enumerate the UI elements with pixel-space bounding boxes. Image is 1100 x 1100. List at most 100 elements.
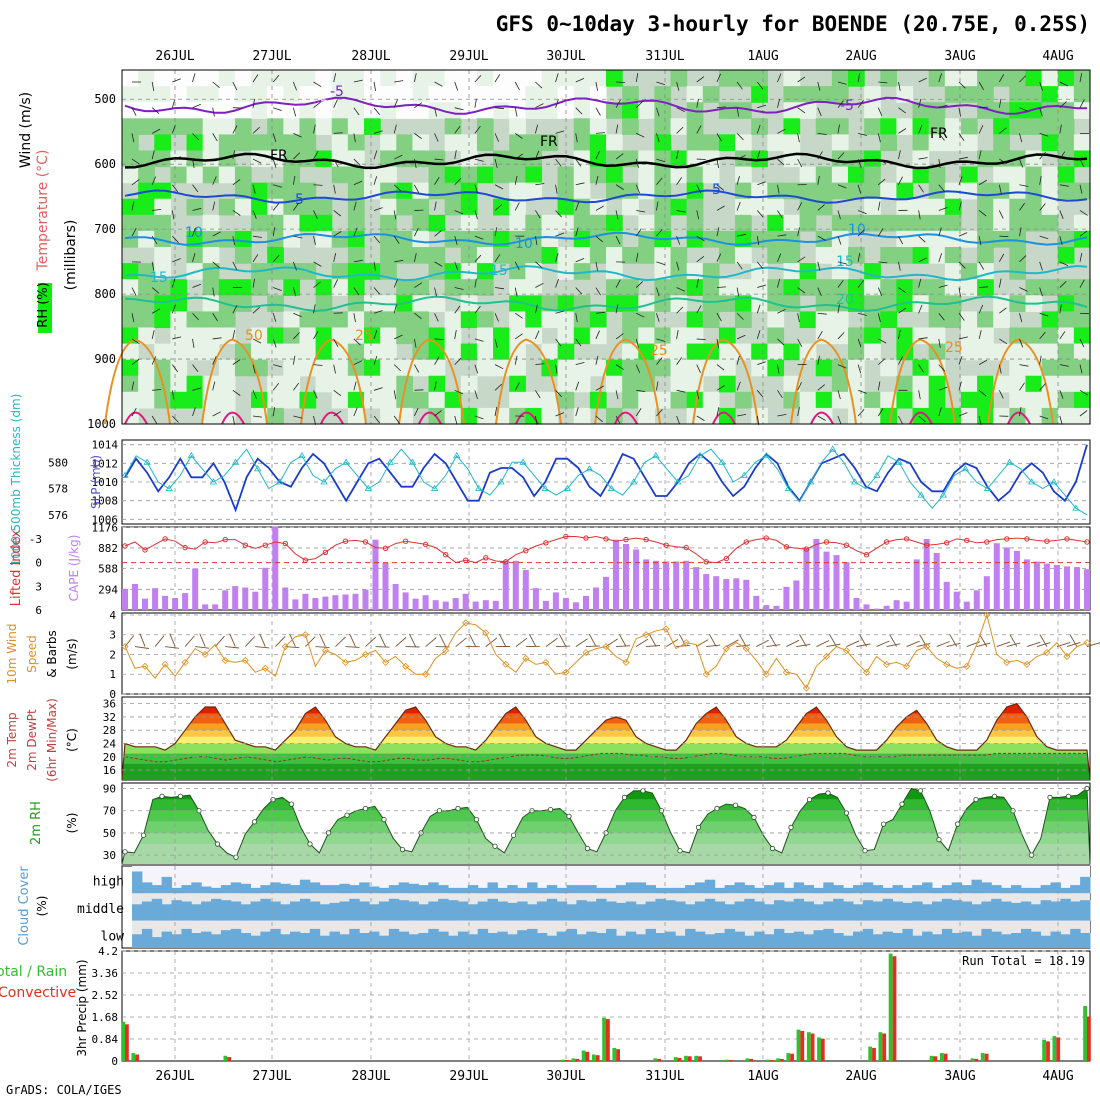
rh-cell	[509, 118, 526, 135]
wind-barb	[313, 330, 319, 340]
rh-cell	[251, 134, 268, 152]
rh-cell	[331, 327, 349, 345]
cape-bar	[242, 587, 249, 610]
rh-cell	[622, 279, 639, 296]
cloud-cell	[793, 931, 805, 948]
cloud-cell	[853, 904, 864, 921]
rh2m-point	[381, 816, 387, 823]
wind-barb	[434, 313, 439, 322]
wind-barb	[978, 304, 984, 314]
rh-cell	[606, 150, 623, 168]
rh-cell	[735, 70, 752, 87]
wind-barb	[545, 638, 558, 647]
wind-barb	[171, 304, 176, 314]
rh-cell	[283, 343, 301, 361]
rh-cell	[299, 311, 317, 329]
wind-barb	[434, 381, 437, 391]
precip-tick: 0	[111, 1055, 118, 1068]
cloud-cell	[902, 902, 913, 921]
cloud-cell	[319, 935, 330, 948]
rh-cell	[1073, 375, 1091, 393]
rh-cell	[960, 134, 978, 152]
wind-barb	[756, 304, 761, 314]
cloud-cell	[793, 898, 805, 921]
rh-cell	[589, 327, 607, 345]
warm-contour	[987, 338, 1054, 425]
rh-cell	[1057, 279, 1075, 296]
wind-barb	[736, 201, 741, 211]
rh-cell	[751, 359, 768, 377]
rh-cell	[428, 214, 446, 232]
cloud-cell	[694, 931, 706, 948]
cape-bar	[1043, 563, 1050, 610]
rh-cell	[1073, 327, 1091, 345]
wind-barb	[837, 81, 847, 85]
cloud-cell	[635, 934, 647, 948]
cloud-cell	[280, 883, 291, 894]
rh-cell	[186, 118, 204, 135]
cape-bar	[823, 551, 830, 610]
wind-speed-point	[542, 658, 550, 666]
wind-barb	[454, 236, 458, 245]
wind-barb	[1019, 364, 1029, 367]
wind-barb	[1019, 313, 1023, 323]
wind-barb	[333, 389, 342, 397]
wind-barb	[696, 305, 702, 314]
rh2m-point	[140, 832, 147, 838]
wind-barb	[656, 409, 663, 417]
rh-cell	[525, 86, 543, 103]
wind-barb	[333, 73, 337, 83]
rh-cell	[347, 407, 365, 425]
cloud-cell	[675, 901, 686, 921]
rh-cell	[138, 391, 155, 409]
rh-cell	[154, 214, 171, 232]
cloud-cell	[615, 902, 627, 921]
wind-barb	[817, 330, 823, 340]
wind-barb	[134, 646, 149, 649]
rh-cell	[122, 118, 139, 135]
wind-barb	[313, 390, 318, 399]
wind-barb	[293, 133, 302, 138]
wind-barb	[454, 389, 464, 395]
wind-barb	[131, 338, 140, 345]
rh-cell	[509, 327, 526, 345]
rh-cell	[251, 70, 268, 87]
wind-barb	[777, 253, 782, 262]
wind-barb	[414, 407, 419, 417]
cloud-cell	[161, 876, 172, 894]
cloud-cell	[991, 885, 1002, 894]
rh-cell	[509, 182, 526, 200]
wind-barb	[225, 646, 240, 649]
wind-barb	[212, 133, 218, 142]
wind-barb	[817, 261, 821, 271]
wind-speed-point	[702, 670, 710, 678]
rh-cell	[186, 311, 204, 329]
cloud-cell	[635, 904, 647, 921]
cloud-cell	[477, 901, 489, 921]
rh-cell	[718, 247, 736, 264]
rh-cell	[912, 134, 930, 152]
wind-barb	[1039, 152, 1046, 160]
lifted-index-point	[122, 543, 128, 549]
wind-barb	[474, 210, 478, 220]
rh-cell	[848, 327, 865, 345]
rh-cell	[493, 102, 510, 119]
wind-speed-point	[562, 668, 570, 676]
precip-tick: 1.68	[92, 1011, 119, 1024]
rh-cell	[1041, 86, 1059, 103]
cloud-cell	[497, 901, 508, 921]
rh-cell	[1073, 311, 1091, 329]
rh-cell	[589, 102, 607, 119]
cape-bar	[933, 553, 940, 610]
lifted-index-point	[723, 555, 729, 562]
wind-barb	[393, 99, 398, 108]
rh-cell	[702, 311, 720, 329]
wind-barb	[757, 104, 767, 109]
wind-barb	[131, 313, 135, 323]
rh-cell	[315, 295, 333, 312]
wind-barb	[646, 645, 661, 648]
rh-cell	[670, 150, 688, 168]
rh-cell	[977, 247, 994, 264]
wind-barb	[877, 228, 884, 237]
cloud-cell	[566, 904, 577, 921]
